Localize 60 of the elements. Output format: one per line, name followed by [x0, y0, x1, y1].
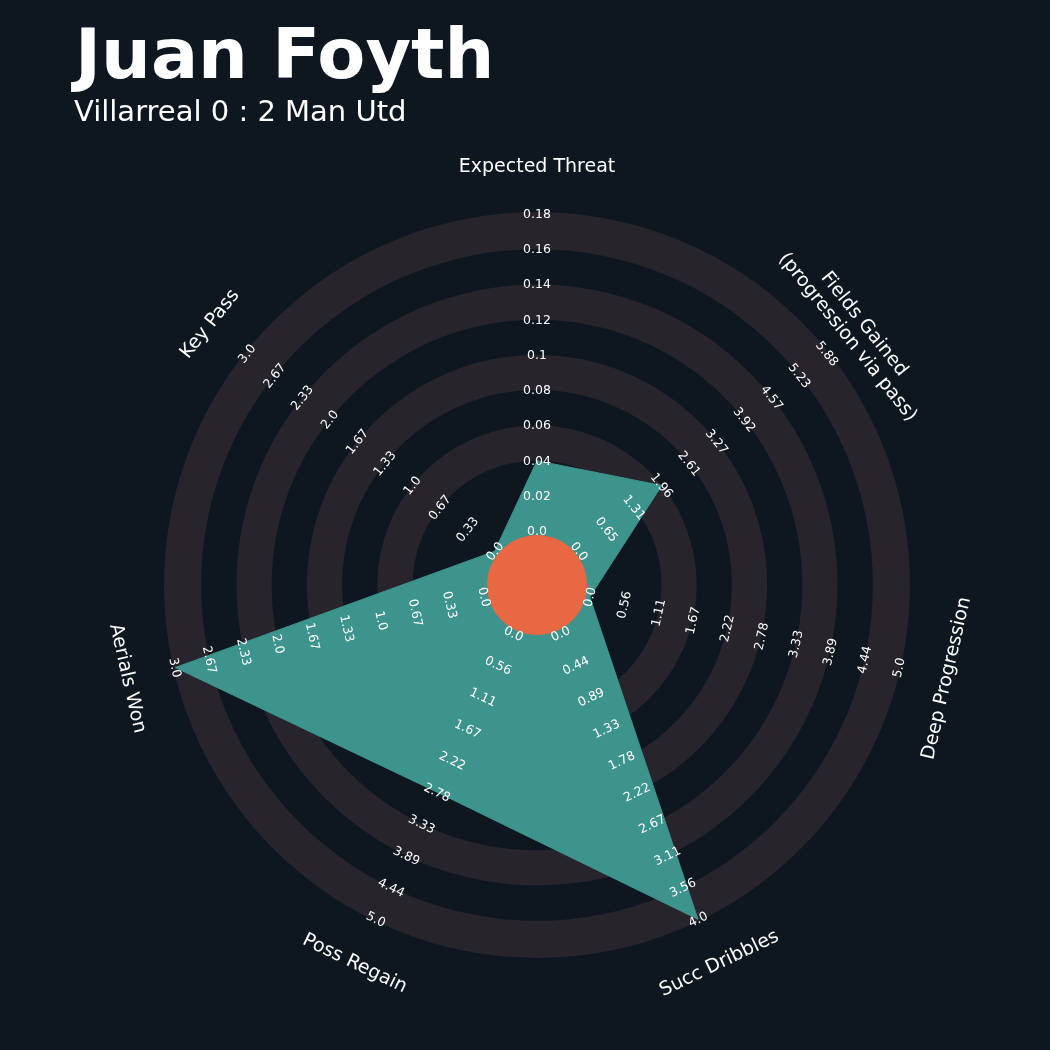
text: 0.56	[482, 652, 515, 678]
text: 0.1	[527, 346, 547, 362]
text: 5.0	[888, 656, 908, 679]
text: 4.57	[757, 381, 787, 413]
text: 0.04	[523, 452, 551, 468]
text: 0.12	[523, 311, 551, 327]
text: 3.89	[819, 636, 840, 668]
text: 1.0	[399, 472, 424, 498]
text: 3.33	[406, 810, 438, 837]
text: 1.11	[467, 683, 500, 710]
chart-title: Juan Foyth	[71, 13, 495, 95]
text: 0.16	[523, 241, 551, 257]
text: 0.0	[548, 622, 573, 645]
text: 3.0	[234, 340, 259, 366]
text: 4.0	[685, 907, 710, 930]
text: 0.0	[527, 523, 547, 538]
text: 4.44	[375, 874, 408, 900]
text: 0.33	[440, 589, 461, 620]
spoke-label: Expected Threat	[458, 153, 616, 176]
text: 1.78	[605, 747, 638, 773]
text: 2.33	[234, 636, 255, 668]
text: 2.67	[636, 810, 668, 837]
text: 0.0	[482, 538, 507, 564]
text: 2.78	[421, 779, 454, 805]
text: 0.14	[523, 276, 551, 292]
text: 0.0	[475, 585, 495, 609]
text: 1.67	[302, 620, 324, 652]
chart-subtitle: Villarreal 0 : 2 Man Utd	[74, 94, 407, 128]
text: 0.06	[523, 417, 551, 433]
text: 3.11	[651, 842, 683, 869]
spoke-label: Aerials Won	[106, 621, 153, 735]
text: 3.89	[391, 842, 423, 869]
text: 0.08	[523, 382, 551, 398]
text: 2.22	[620, 779, 653, 805]
text: 0.67	[405, 597, 427, 628]
text: 0.44	[559, 652, 592, 678]
text: 1.33	[590, 715, 622, 742]
text: 1.33	[337, 613, 358, 644]
text: 2.0	[317, 406, 342, 432]
text: 0.0	[501, 622, 526, 645]
text: 1.0	[372, 609, 392, 632]
text: 3.0	[166, 656, 186, 679]
text: 5.0	[364, 907, 389, 930]
text: 2.78	[750, 620, 772, 652]
text: 0.02	[523, 487, 551, 503]
text: 0.0	[567, 538, 592, 564]
text: 0.0	[579, 585, 599, 609]
text: 2.0	[269, 632, 289, 656]
text: 3.33	[784, 628, 806, 660]
text: 2.22	[436, 747, 469, 773]
text: 4.44	[853, 644, 875, 675]
text: 3.56	[666, 874, 699, 900]
text: 1.67	[452, 715, 484, 742]
text: 0.56	[613, 589, 634, 620]
text: 0.18	[523, 206, 551, 221]
text: 1.67	[681, 605, 703, 636]
text: 2.67	[199, 644, 221, 675]
text: 2.22	[716, 613, 737, 644]
text: 0.89	[574, 683, 607, 710]
text: 1.11	[647, 597, 669, 628]
